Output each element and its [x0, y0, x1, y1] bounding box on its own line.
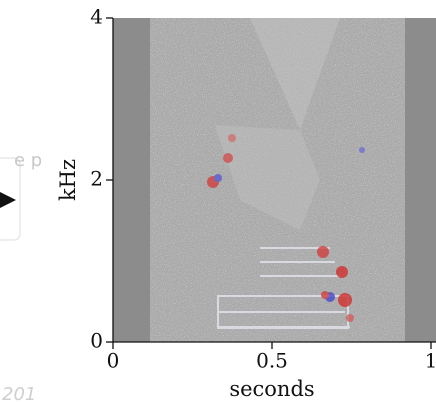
x-tick-label: 0.5 — [256, 349, 288, 373]
faded-text: e p — [14, 150, 42, 171]
y-tick-label: 2 — [90, 167, 103, 191]
y-tick-label: 0 — [90, 329, 103, 353]
x-tick-label: 0 — [107, 349, 120, 373]
y-axis-label: kHz — [56, 159, 80, 201]
x-axis-label: seconds — [229, 377, 314, 401]
x-tick-label: 1 — [425, 349, 436, 373]
faded-text: 201 — [2, 384, 36, 403]
arrow-icon — [0, 192, 16, 208]
y-tick-label: 4 — [90, 5, 103, 29]
spectrogram-image — [113, 18, 436, 342]
